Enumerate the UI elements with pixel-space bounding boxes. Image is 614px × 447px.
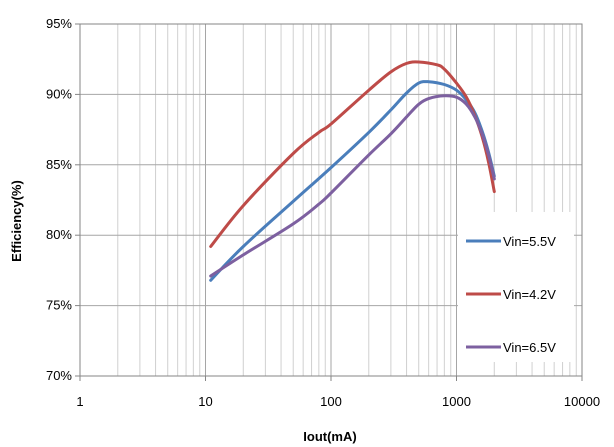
y-axis-title: Efficiency(%) [9, 180, 24, 262]
legend-box [458, 212, 574, 362]
y-tick-label: 70% [46, 368, 72, 383]
y-tick-label: 80% [46, 227, 72, 242]
legend-label-3: Vin=6.5V [503, 340, 556, 355]
x-tick-label: 100 [320, 394, 342, 409]
series-lines [209, 60, 496, 282]
x-tick-label: 1000 [442, 394, 471, 409]
legend: Vin=5.5V Vin=4.2V Vin=6.5V [458, 212, 574, 362]
x-tick-label: 10 [198, 394, 212, 409]
series-line-3 [209, 94, 496, 278]
y-tick-label: 75% [46, 298, 72, 313]
x-tick-label: 1 [76, 394, 83, 409]
legend-label-1: Vin=5.5V [503, 234, 556, 249]
y-tick-label: 90% [46, 86, 72, 101]
legend-label-2: Vin=4.2V [503, 287, 556, 302]
tick-labels: 70% 75% 80% 85% 90% 95% 1 10 100 1000 10000 [46, 16, 600, 409]
x-axis-title: Iout(mA) [303, 429, 356, 444]
y-tick-label: 85% [46, 157, 72, 172]
x-tick-label: 10000 [564, 394, 600, 409]
y-tick-label: 95% [46, 16, 72, 31]
